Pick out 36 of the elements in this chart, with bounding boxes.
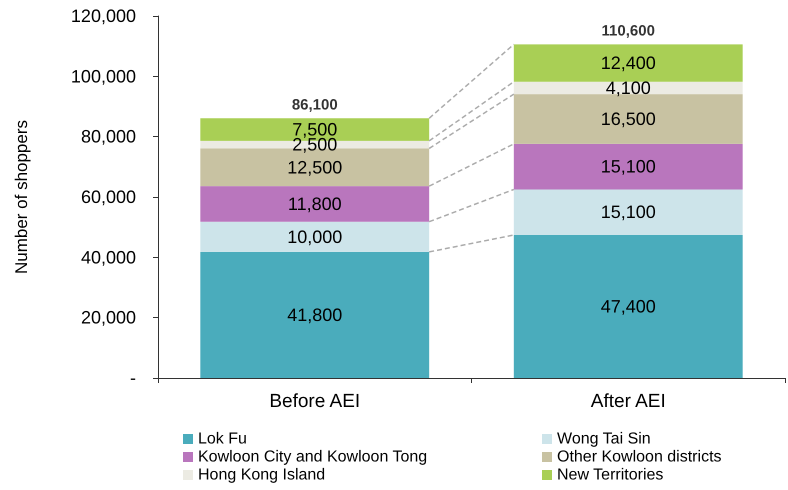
data-label: 12,500 xyxy=(287,157,342,178)
data-label: 16,500 xyxy=(600,109,656,130)
y-tick-label: 100,000 xyxy=(70,66,136,86)
legend-label: Hong Kong Island xyxy=(198,466,326,484)
y-axis-title: Number of shoppers xyxy=(12,120,31,274)
bar xyxy=(200,252,430,378)
legend-label: Wong Tai Sin xyxy=(557,430,651,448)
data-label: 10,000 xyxy=(287,226,342,247)
bar xyxy=(514,189,743,236)
bar xyxy=(514,44,743,82)
bar xyxy=(200,222,430,252)
data-label: 41,800 xyxy=(287,304,342,325)
data-label: 11,800 xyxy=(288,194,342,214)
y-tick-label: 80,000 xyxy=(80,126,136,147)
y-tick-label: 40,000 xyxy=(80,247,136,268)
bar xyxy=(200,186,430,222)
legend-label: Kowloon City and Kowloon Tong xyxy=(198,448,428,466)
y-tick-label: 120,000 xyxy=(70,6,136,26)
y-tick-label: 60,000 xyxy=(80,187,136,207)
x-tick-label: After AEI xyxy=(590,391,666,412)
data-label: 4,100 xyxy=(606,78,651,98)
data-label: 15,100 xyxy=(600,156,656,177)
data-label: 15,100 xyxy=(600,202,656,222)
data-label: 47,400 xyxy=(600,296,656,317)
legend-label: New Territories xyxy=(557,466,664,484)
x-tick-label: Before AEI xyxy=(269,391,360,412)
total-label: 110,600 xyxy=(602,22,655,40)
data-label: 12,400 xyxy=(600,53,656,74)
total-label: 86,100 xyxy=(292,96,338,114)
bar xyxy=(514,82,743,94)
bar xyxy=(514,144,743,190)
y-tick-label: 20,000 xyxy=(80,308,136,328)
legend-label: Other Kowloon districts xyxy=(557,448,722,466)
bar xyxy=(514,235,743,378)
legend-label: Lok Fu xyxy=(198,430,247,448)
y-tick-label: - xyxy=(130,368,136,388)
